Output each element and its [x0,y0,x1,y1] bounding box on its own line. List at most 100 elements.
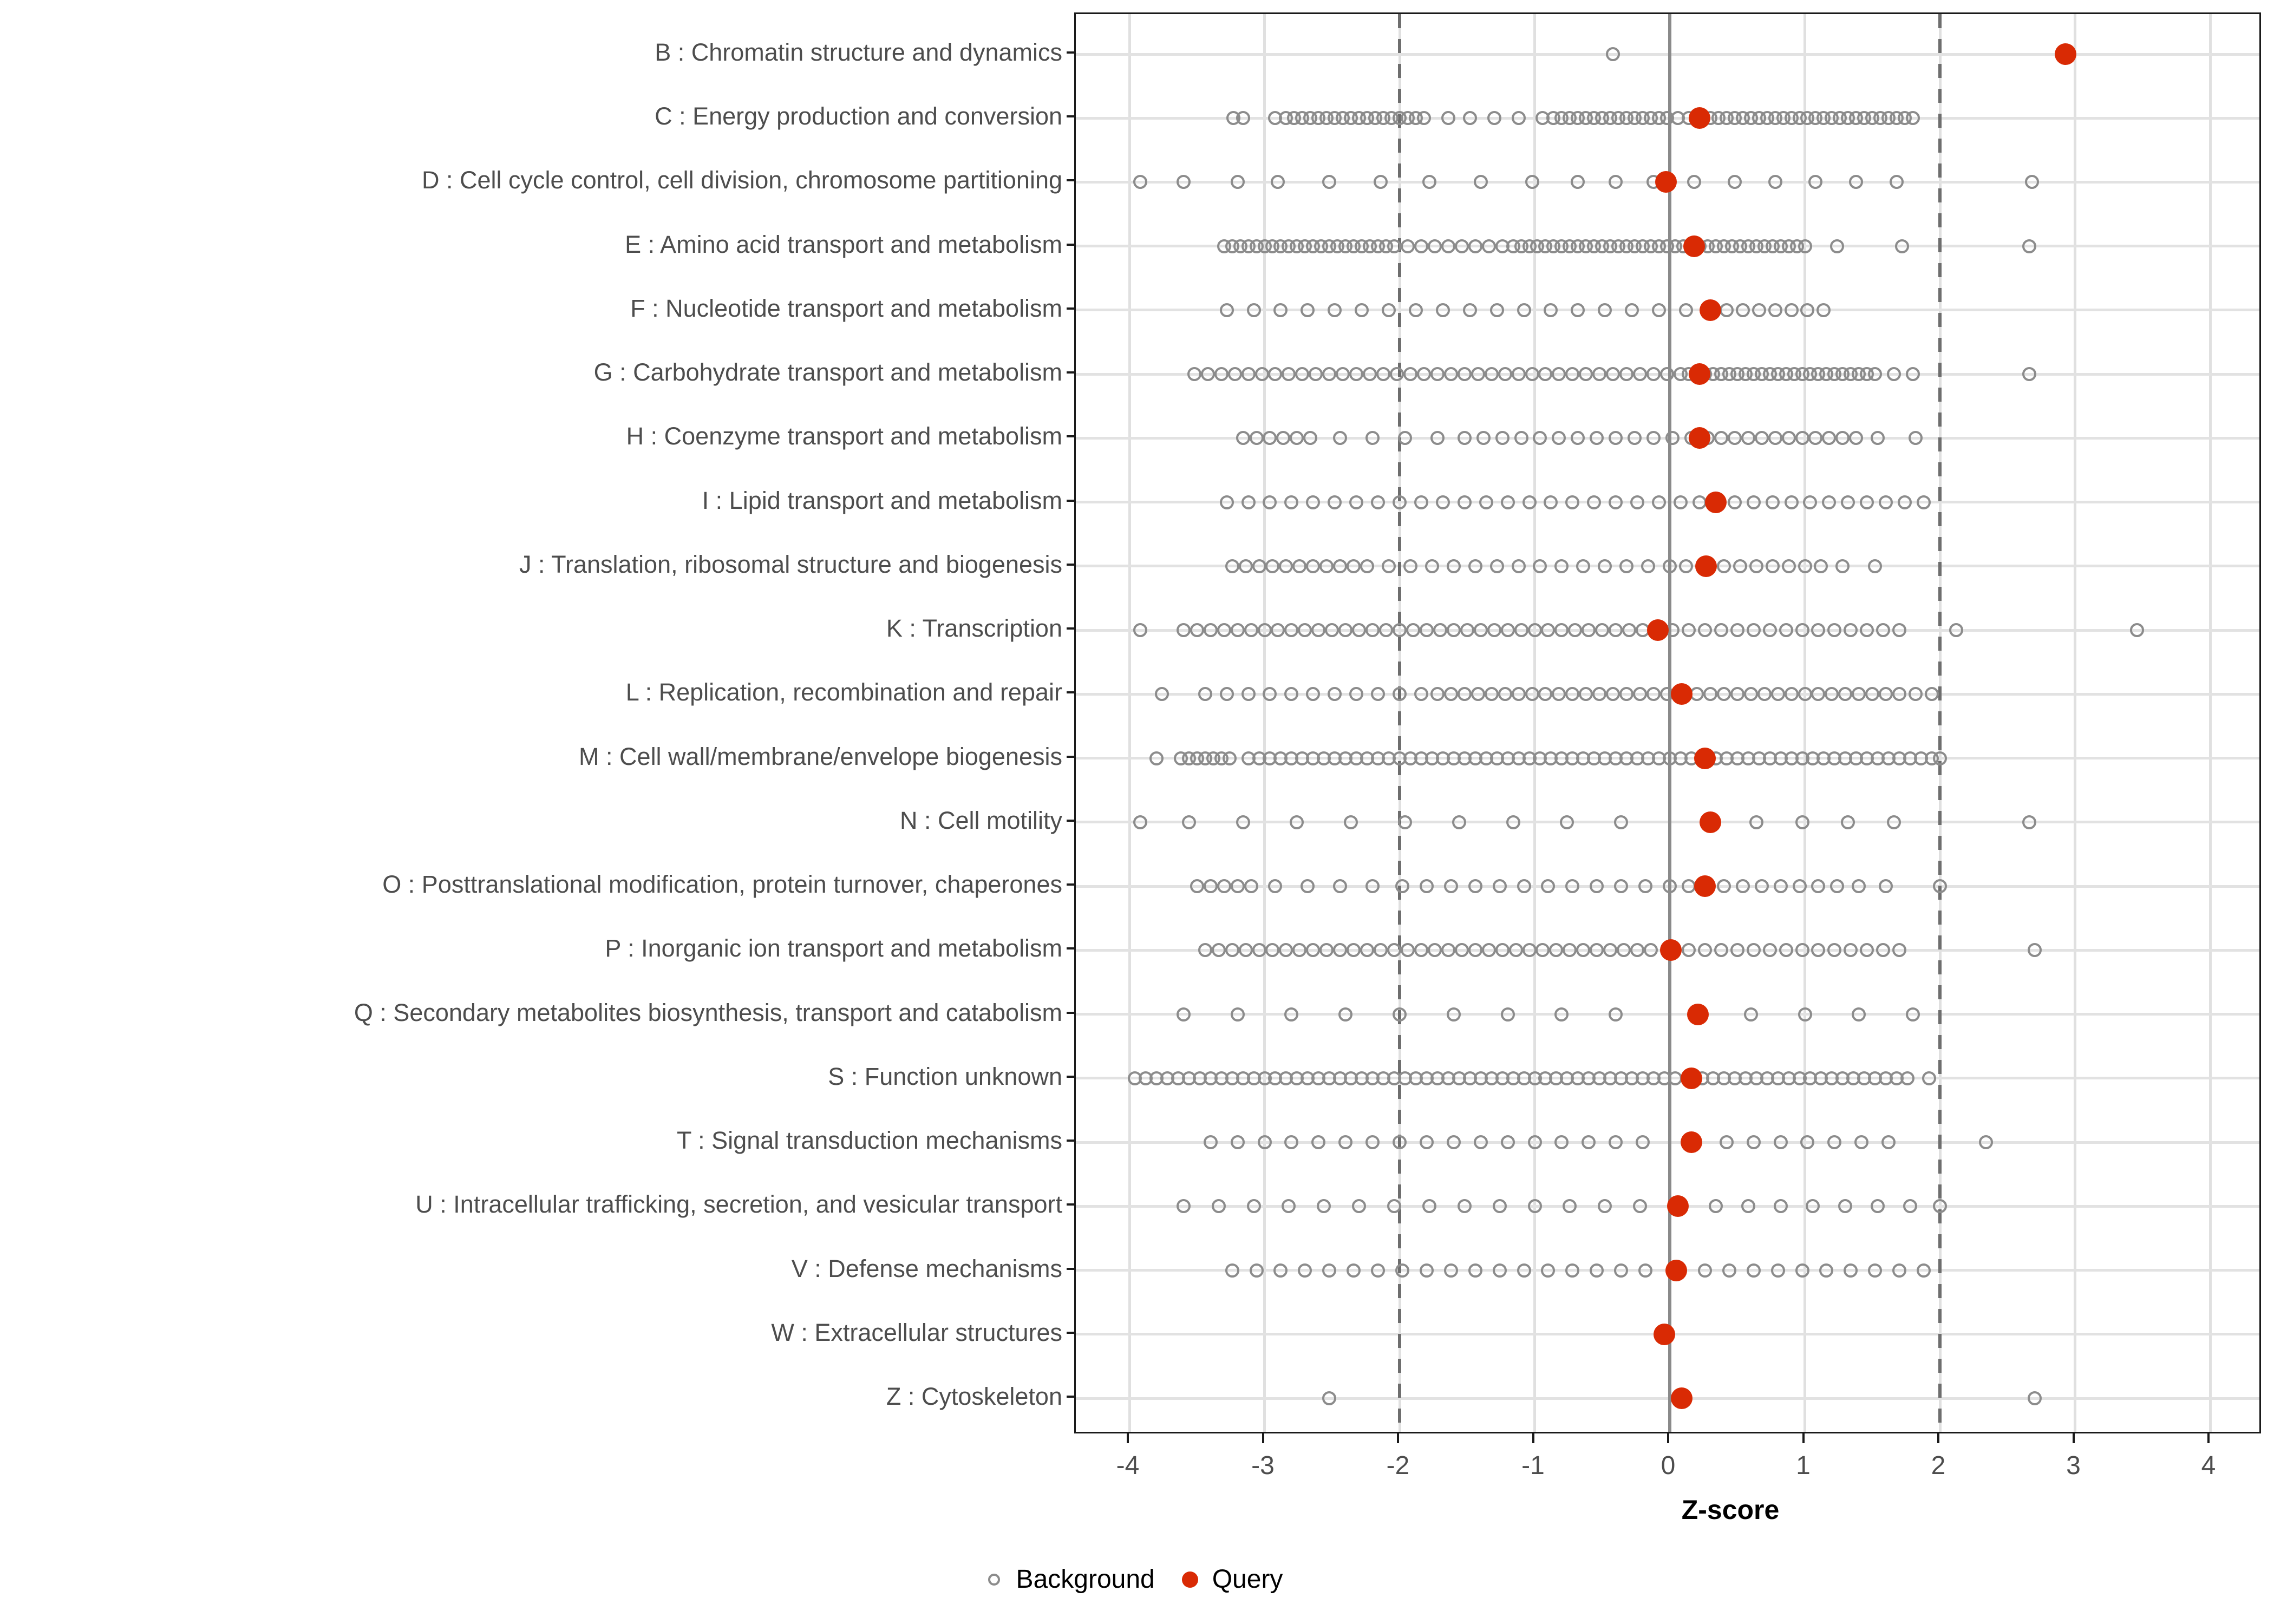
background-point [1376,367,1391,382]
background-point [1268,367,1283,382]
y-axis-label: V : Defense mechanisms [791,1254,1062,1282]
legend-item-background[interactable]: Background [975,1564,1171,1594]
query-point[interactable] [1660,939,1682,961]
background-point [1716,559,1731,573]
background-point [1500,495,1515,509]
background-point [1333,943,1348,958]
background-point [1292,943,1307,958]
background-point [1133,175,1147,189]
background-point [1238,559,1253,573]
background-point [1822,495,1837,509]
background-point [1371,1263,1386,1278]
background-point [1349,495,1364,509]
x-gridline [1263,14,1266,1432]
background-point [1719,1135,1734,1150]
background-point [1733,559,1747,573]
background-point [1484,687,1499,702]
background-point [1298,1263,1312,1278]
x-gridline [1803,14,1806,1432]
y-gridline [1076,1013,2259,1016]
query-point[interactable] [1688,107,1710,129]
background-point [1681,623,1696,638]
background-point [1554,1007,1569,1021]
query-point[interactable] [1667,1195,1689,1217]
query-point[interactable] [1680,1067,1702,1089]
background-point [1525,367,1539,382]
background-point [1328,303,1342,317]
y-tick [1067,1075,1074,1078]
background-point [1492,1263,1507,1278]
legend-marker-background-icon [975,1573,1013,1586]
y-tick [1067,947,1074,950]
query-point[interactable] [1683,235,1705,257]
query-point[interactable] [1694,747,1716,769]
query-point[interactable] [1694,875,1716,898]
background-point [1554,623,1569,638]
background-point [1860,495,1874,509]
background-point [1309,367,1323,382]
background-point [1395,1263,1409,1278]
query-point[interactable] [1665,1259,1688,1281]
background-point [1865,687,1880,702]
background-point [1441,111,1455,126]
background-point [1311,1135,1326,1150]
background-point [1730,623,1744,638]
y-gridline [1076,309,2259,312]
y-axis-label: N : Cell motility [899,806,1062,834]
background-point [1765,495,1780,509]
background-point [1714,431,1728,446]
background-point [1397,815,1412,829]
background-point [1749,815,1763,829]
background-point [1427,239,1442,253]
zero-line [1668,14,1671,1432]
background-point [1230,175,1245,189]
background-point [1306,495,1321,509]
y-gridline [1076,821,2259,824]
background-point [1619,559,1634,573]
query-point[interactable] [1699,811,1721,833]
x-tick [2072,1433,2075,1443]
y-tick [1067,1267,1074,1270]
background-point [1617,943,1631,958]
x-tick-label: 2 [1931,1451,1946,1480]
query-point[interactable] [1646,619,1669,641]
y-tick [1067,1011,1074,1014]
background-point [1498,687,1512,702]
query-point[interactable] [1655,171,1677,193]
background-point [1806,1199,1820,1214]
background-point [1238,943,1253,958]
background-point [1511,687,1526,702]
query-point[interactable] [1671,683,1693,705]
background-point [1746,1135,1761,1150]
background-point [1371,687,1386,702]
background-point [1257,623,1272,638]
background-point [1227,367,1242,382]
query-point[interactable] [1704,491,1727,513]
background-point [1219,495,1234,509]
background-point [1273,303,1288,317]
query-point[interactable] [2055,43,2077,65]
background-point [1414,495,1428,509]
background-point [1443,687,1458,702]
y-tick [1067,755,1074,758]
query-point[interactable] [1688,363,1710,385]
query-point[interactable] [1699,299,1721,321]
background-point [1749,559,1763,573]
background-point [1390,367,1404,382]
query-point[interactable] [1654,1323,1676,1345]
legend-item-query[interactable]: Query [1171,1564,1299,1594]
background-point [1800,303,1815,317]
query-point[interactable] [1671,1387,1693,1410]
y-axis-label: B : Chromatin structure and dynamics [655,38,1062,66]
background-point [1522,495,1537,509]
background-point [1808,431,1823,446]
query-point[interactable] [1688,427,1710,449]
query-point[interactable] [1680,1131,1702,1154]
query-point[interactable] [1695,555,1717,577]
background-point [1922,1071,1937,1085]
background-point [1741,1199,1755,1214]
query-point[interactable] [1687,1003,1709,1025]
background-point [1273,1263,1288,1278]
background-point [1517,879,1531,894]
background-point [1784,495,1799,509]
